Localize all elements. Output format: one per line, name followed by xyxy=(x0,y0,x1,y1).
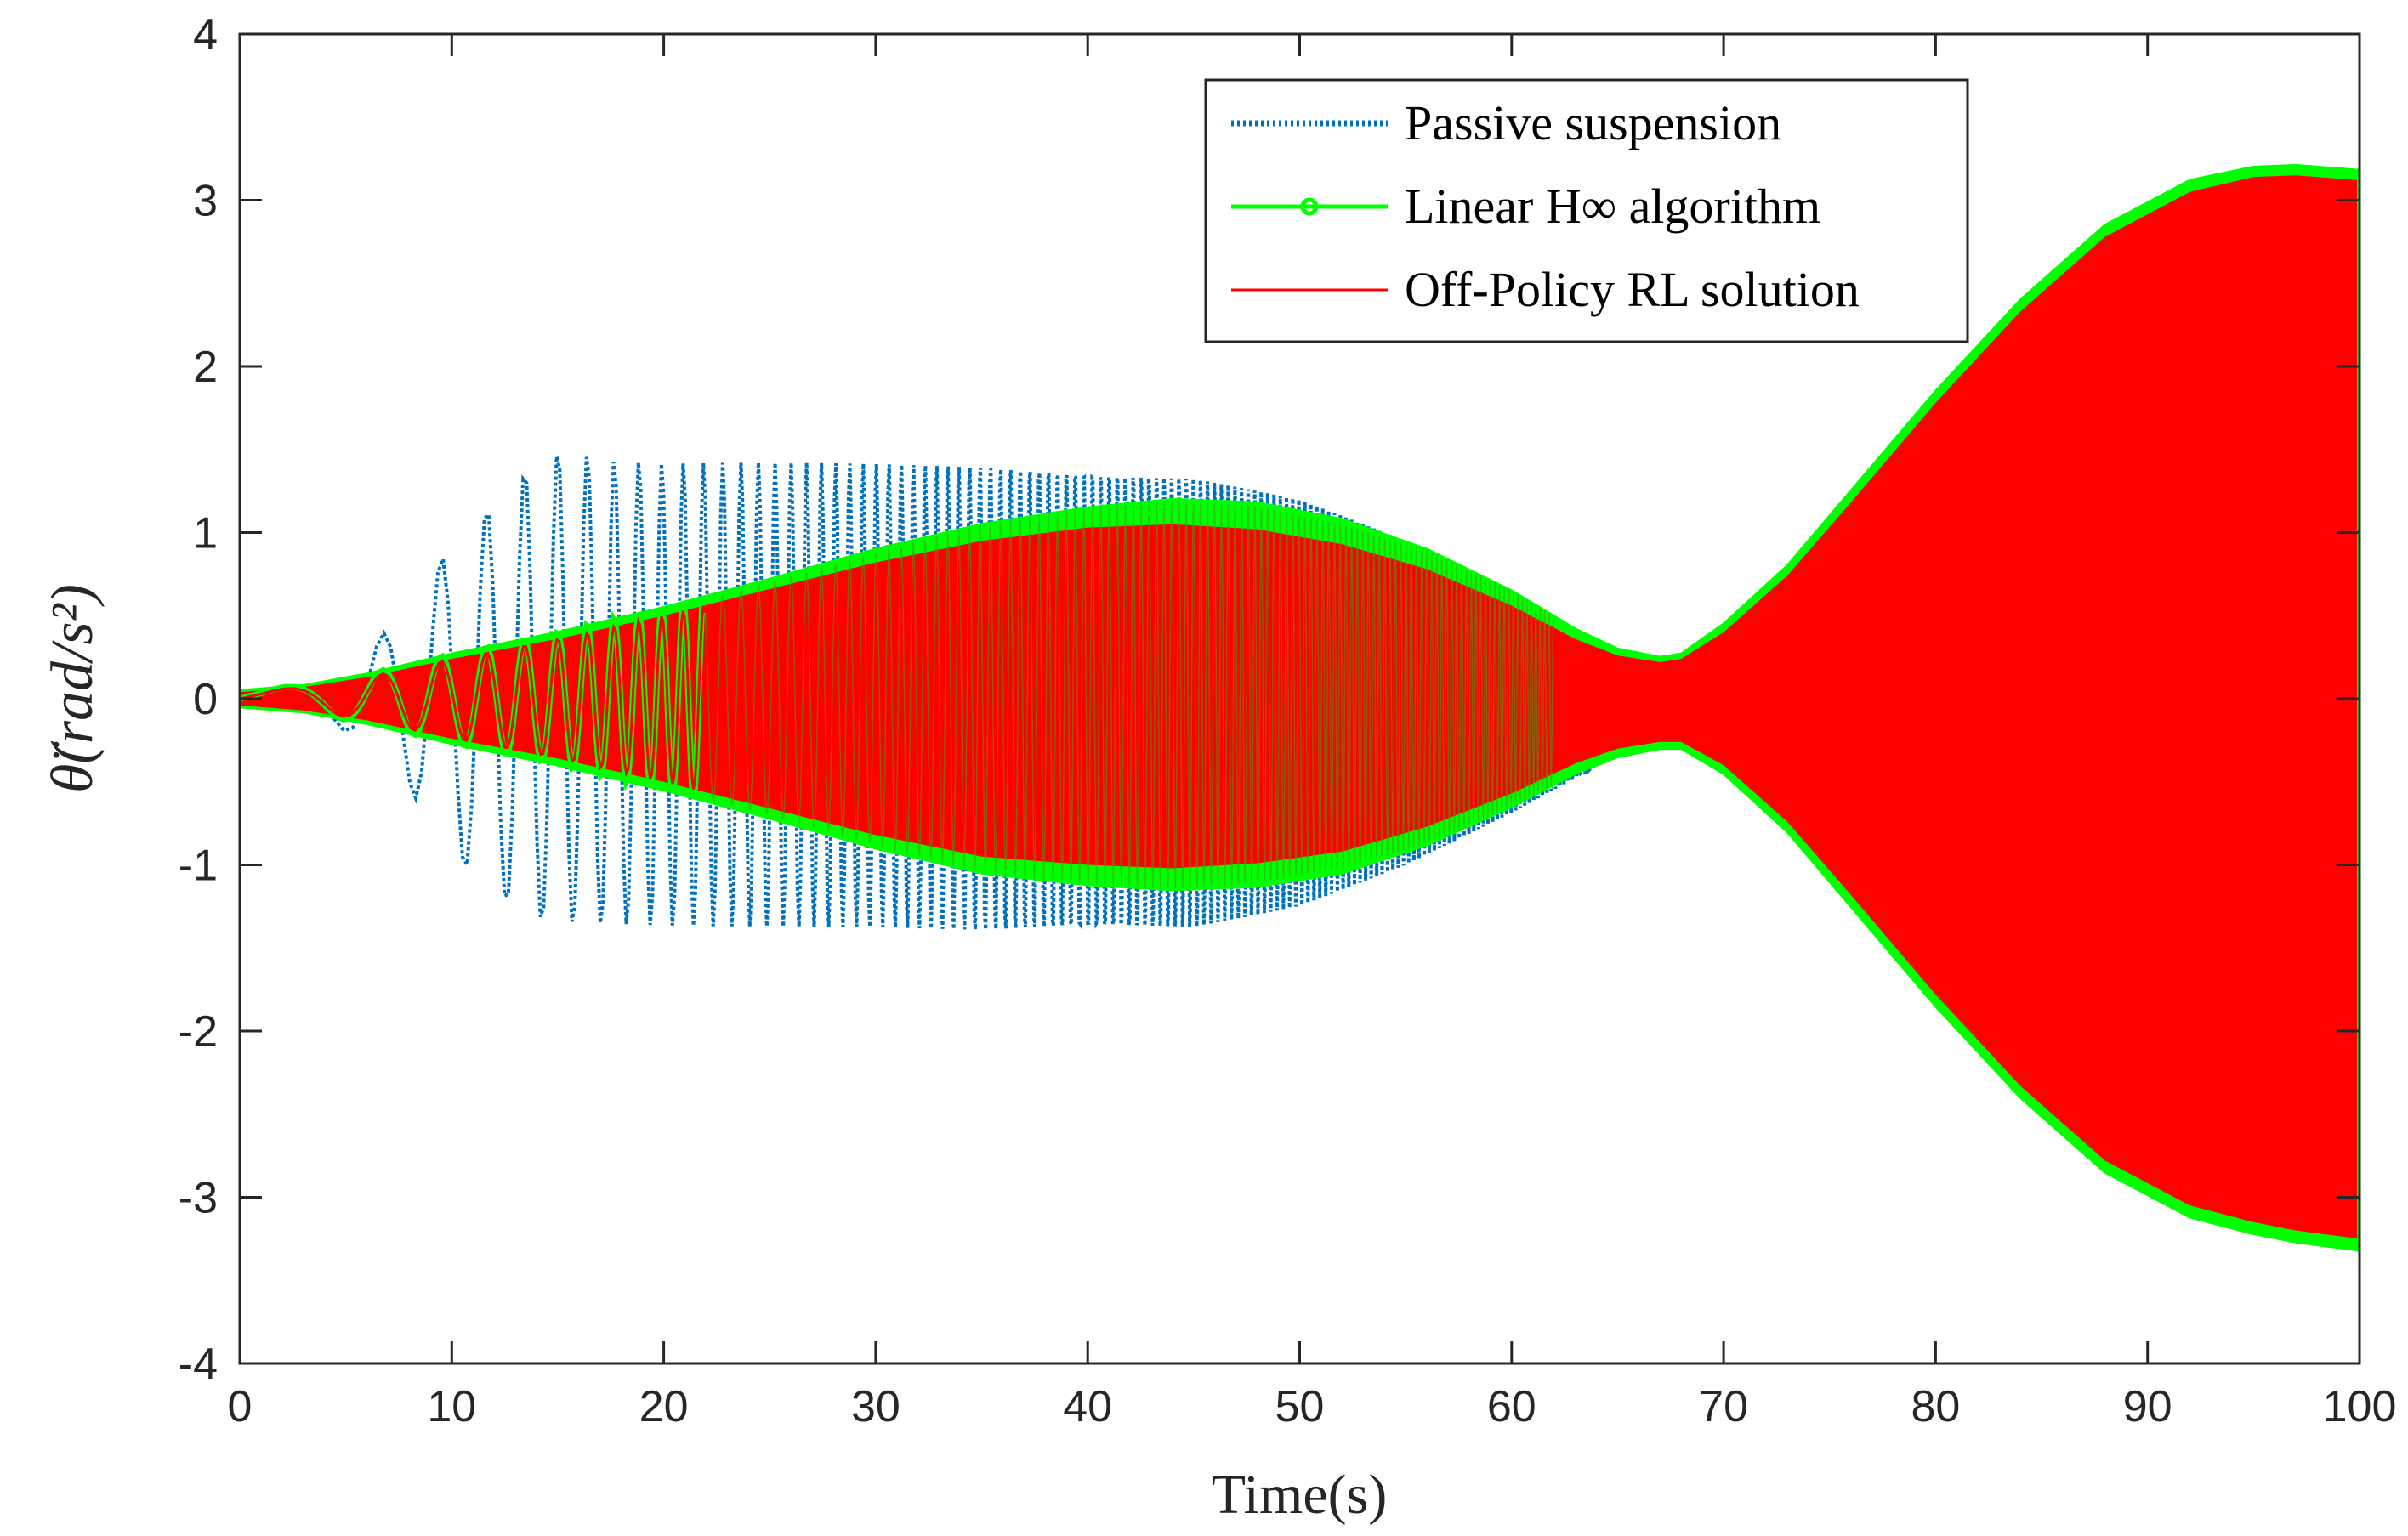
x-tick-label: 70 xyxy=(1699,1382,1748,1431)
x-tick-label: 0 xyxy=(228,1382,253,1431)
x-tick-label: 100 xyxy=(2323,1382,2397,1431)
legend-label-offpolicy-rl: Off-Policy RL solution xyxy=(1405,262,1860,317)
legend-label-linear-hinf: Linear H∞ algorithm xyxy=(1405,179,1820,234)
x-tick-label: 20 xyxy=(639,1382,689,1431)
y-tick-label: 4 xyxy=(193,10,218,60)
x-tick-label: 80 xyxy=(1911,1382,1960,1431)
series-line-offpolicy-rl-start xyxy=(240,605,707,790)
tick-layer: 0 10 20 30 40 50 60 70 80 90 100 -4 -3 -2 -1 0 1 2 3 4 xyxy=(179,10,2397,1431)
y-tick-label: -2 xyxy=(179,1007,218,1057)
y-tick-label: -4 xyxy=(179,1340,218,1389)
legend-marker-linear-hinf xyxy=(1300,197,1319,216)
legend-label-passive: Passive suspension xyxy=(1405,95,1781,150)
y-tick-label: -1 xyxy=(179,842,218,891)
series-layer xyxy=(240,163,2360,1252)
y-tick-label: 2 xyxy=(193,343,218,392)
series-band-offpolicy-rl xyxy=(240,175,2360,1239)
y-axis-title: θ̈(rad/s²) xyxy=(40,584,105,793)
y-tick-label: -3 xyxy=(179,1174,218,1223)
y-tick-label: 3 xyxy=(193,177,218,226)
x-tick-label: 40 xyxy=(1063,1382,1112,1431)
legend: Passive suspension Linear H∞ algorithm O… xyxy=(1204,78,1969,343)
x-axis-title: Time(s) xyxy=(1212,1464,1388,1526)
x-tick-label: 50 xyxy=(1275,1382,1325,1431)
y-tick-label: 0 xyxy=(193,675,218,724)
x-tick-label: 60 xyxy=(1487,1382,1536,1431)
x-tick-label: 30 xyxy=(851,1382,900,1431)
y-tick-label: 1 xyxy=(193,509,218,558)
x-tick-label: 90 xyxy=(2123,1382,2172,1431)
x-tick-label: 10 xyxy=(427,1382,476,1431)
series-line-linear-hinf-oscillation xyxy=(240,500,1555,889)
